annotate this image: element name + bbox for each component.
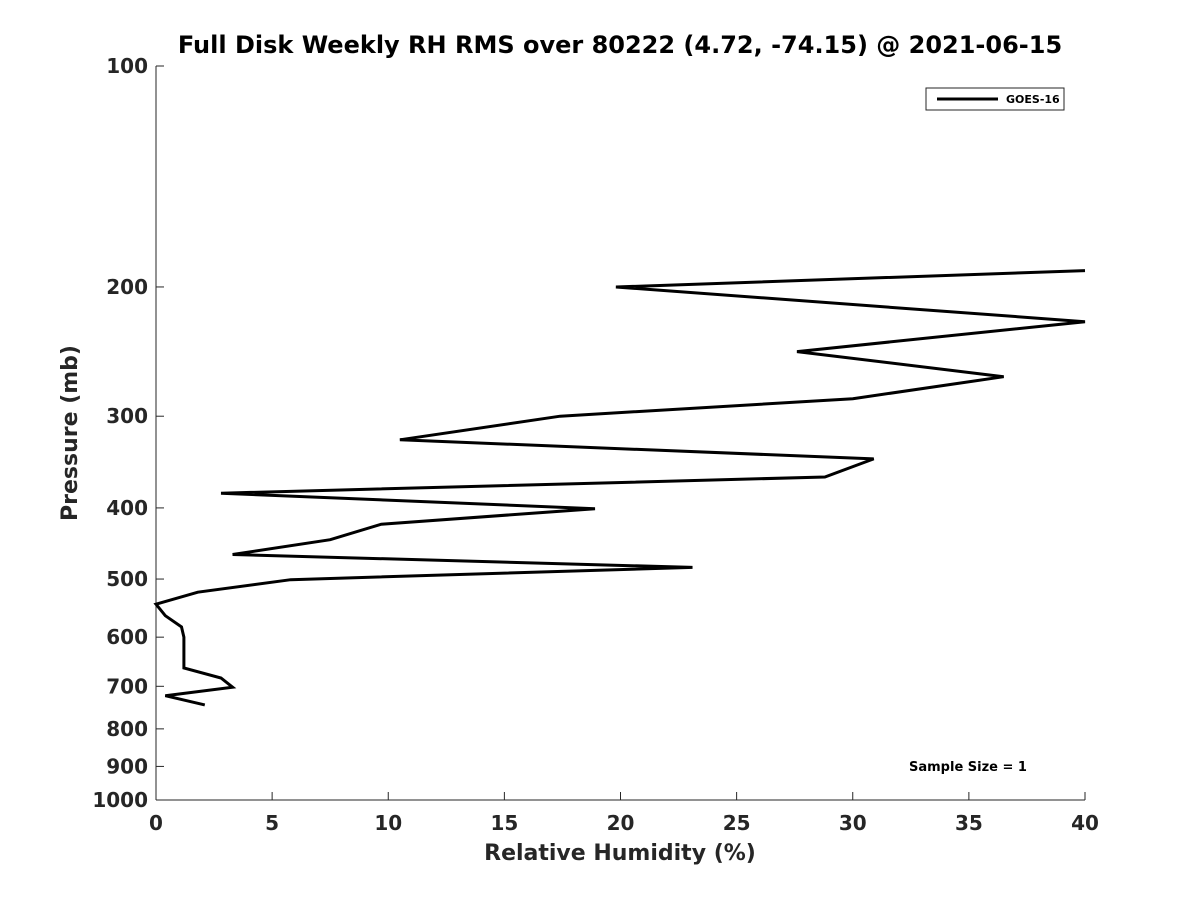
x-ticks: 0 5 10 15 20 25 30 35 40 — [149, 792, 1099, 835]
x-tick-label: 30 — [839, 811, 867, 835]
y-tick-label: 800 — [106, 717, 148, 741]
y-tick-label: 600 — [106, 625, 148, 649]
y-tick-label: 400 — [106, 496, 148, 520]
y-axis-label: Pressure (mb) — [58, 345, 83, 521]
y-tick-label: 700 — [106, 674, 148, 698]
x-tick-label: 0 — [149, 811, 163, 835]
y-tick-label: 900 — [106, 754, 148, 778]
x-tick-label: 10 — [374, 811, 402, 835]
legend[interactable]: GOES-16 — [925, 87, 1065, 111]
y-tick-label: 500 — [106, 567, 148, 591]
x-tick-label: 20 — [607, 811, 635, 835]
plot-area — [155, 66, 1085, 801]
y-tick-label: 200 — [106, 275, 148, 299]
series-layer — [153, 269, 1086, 707]
sample-size-annotation: Sample Size = 1 — [909, 760, 1027, 775]
x-tick-label: 25 — [723, 811, 751, 835]
series-line-goes-16 — [153, 269, 1086, 707]
legend-label-goes-16: GOES-16 — [1006, 93, 1060, 106]
chart-title: Full Disk Weekly RH RMS over 80222 (4.72… — [178, 31, 1062, 59]
x-tick-label: 5 — [265, 811, 279, 835]
x-tick-label: 35 — [955, 811, 983, 835]
x-axis-label: Relative Humidity (%) — [484, 841, 756, 866]
y-tick-label: 100 — [106, 54, 148, 78]
y-ticks: 100 200 300 400 500 600 700 800 900 1000 — [92, 54, 164, 812]
x-tick-label: 40 — [1071, 811, 1099, 835]
x-tick-label: 15 — [490, 811, 518, 835]
y-tick-label: 1000 — [92, 788, 148, 812]
y-tick-label: 300 — [106, 404, 148, 428]
